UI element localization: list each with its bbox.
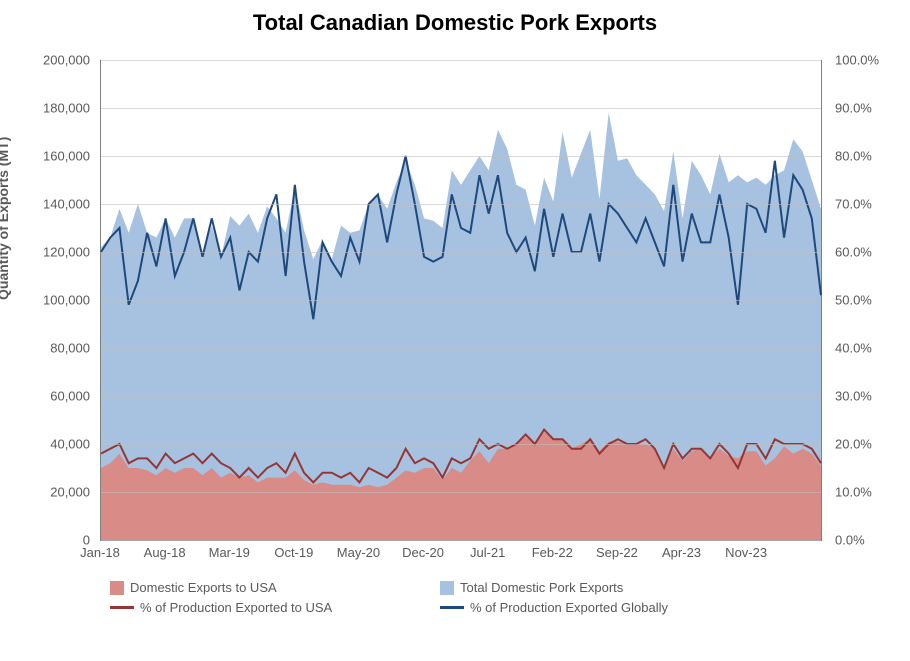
gridline <box>101 444 821 445</box>
y-left-tick: 100,000 <box>43 293 90 308</box>
y-axis-left: 020,00040,00060,00080,000100,000120,0001… <box>10 60 95 540</box>
legend-swatch-line <box>110 606 134 609</box>
y-right-tick: 70.0% <box>835 197 872 212</box>
x-tick: Feb-22 <box>532 545 573 560</box>
legend-item: % of Production Exported to USA <box>110 600 410 615</box>
gridline <box>101 156 821 157</box>
x-tick: Mar-19 <box>209 545 250 560</box>
y-right-tick: 90.0% <box>835 101 872 116</box>
y-left-tick: 20,000 <box>50 485 90 500</box>
x-tick: Nov-23 <box>725 545 767 560</box>
y-right-tick: 10.0% <box>835 485 872 500</box>
legend-label: % of Production Exported to USA <box>140 600 332 615</box>
legend-item: Total Domestic Pork Exports <box>440 580 740 595</box>
x-tick: May-20 <box>337 545 380 560</box>
y-axis-right: 0.0%10.0%20.0%30.0%40.0%50.0%60.0%70.0%8… <box>830 60 900 540</box>
y-right-tick: 60.0% <box>835 245 872 260</box>
x-tick: Aug-18 <box>144 545 186 560</box>
gridline <box>101 300 821 301</box>
legend-swatch-fill <box>110 581 124 595</box>
y-left-tick: 180,000 <box>43 101 90 116</box>
gridline <box>101 348 821 349</box>
chart-title: Total Canadian Domestic Pork Exports <box>10 10 900 36</box>
gridline <box>101 252 821 253</box>
legend-label: Domestic Exports to USA <box>130 580 277 595</box>
legend-label: % of Production Exported Globally <box>470 600 668 615</box>
legend: Domestic Exports to USA Total Domestic Po… <box>110 580 830 615</box>
y-right-tick: 80.0% <box>835 149 872 164</box>
gridline <box>101 108 821 109</box>
y-right-tick: 40.0% <box>835 341 872 356</box>
x-tick: Jan-18 <box>80 545 120 560</box>
chart-container: Total Canadian Domestic Pork Exports Qua… <box>10 10 900 651</box>
y-right-tick: 30.0% <box>835 389 872 404</box>
x-axis: Jan-18Aug-18Mar-19Oct-19May-20Dec-20Jul-… <box>100 545 820 565</box>
y-right-tick: 20.0% <box>835 437 872 452</box>
legend-item: Domestic Exports to USA <box>110 580 410 595</box>
x-tick: Oct-19 <box>274 545 313 560</box>
y-right-tick: 0.0% <box>835 533 865 548</box>
y-left-tick: 40,000 <box>50 437 90 452</box>
y-left-tick: 160,000 <box>43 149 90 164</box>
y-left-tick: 140,000 <box>43 197 90 212</box>
x-tick: Dec-20 <box>402 545 444 560</box>
plot-area <box>100 60 822 541</box>
gridline <box>101 60 821 61</box>
y-left-tick: 80,000 <box>50 341 90 356</box>
y-left-tick: 200,000 <box>43 53 90 68</box>
gridline <box>101 540 821 541</box>
gridline <box>101 492 821 493</box>
y-right-tick: 50.0% <box>835 293 872 308</box>
y-left-tick: 120,000 <box>43 245 90 260</box>
gridline <box>101 204 821 205</box>
x-tick: Sep-22 <box>596 545 638 560</box>
legend-label: Total Domestic Pork Exports <box>460 580 623 595</box>
legend-swatch-fill <box>440 581 454 595</box>
y-left-tick: 60,000 <box>50 389 90 404</box>
gridline <box>101 396 821 397</box>
x-tick: Apr-23 <box>662 545 701 560</box>
legend-item: % of Production Exported Globally <box>440 600 740 615</box>
x-tick: Jul-21 <box>470 545 505 560</box>
y-right-tick: 100.0% <box>835 53 879 68</box>
legend-swatch-line <box>440 606 464 609</box>
